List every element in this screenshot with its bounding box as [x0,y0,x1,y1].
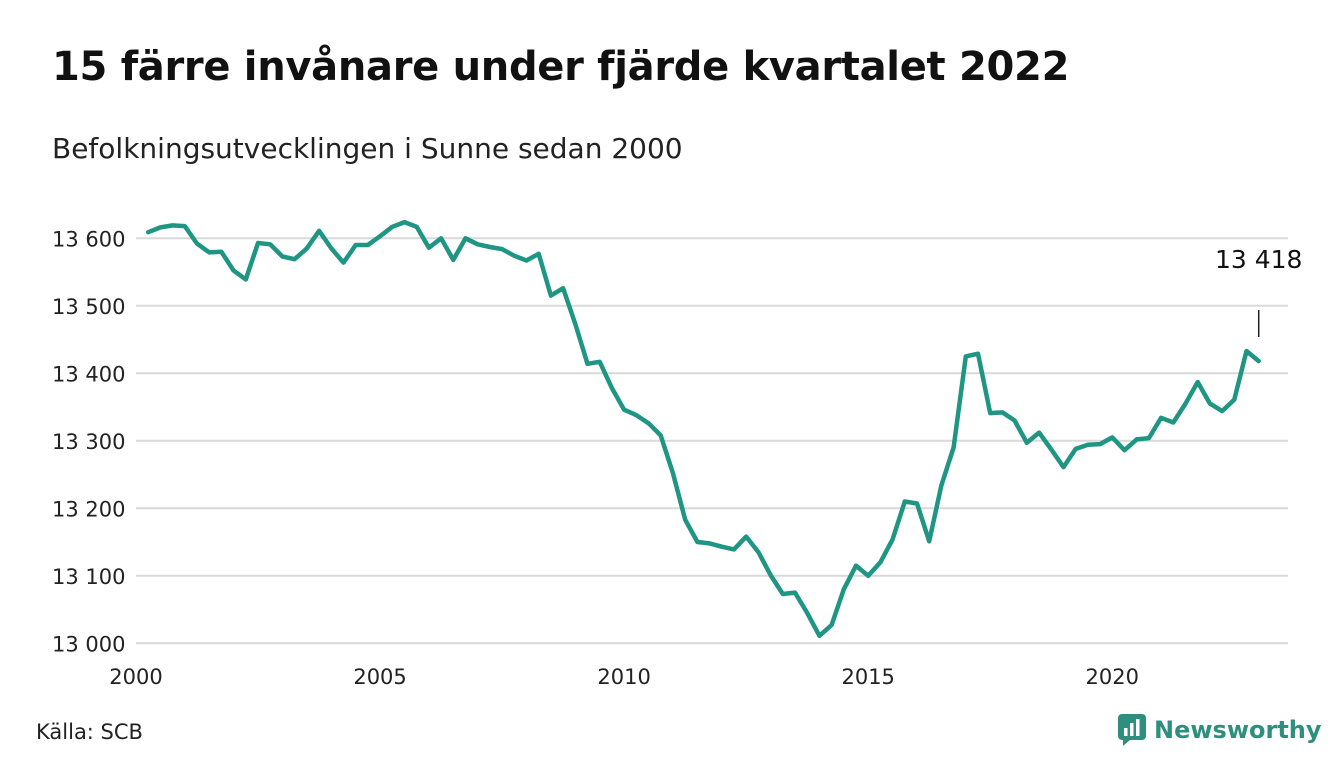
source-note: Källa: SCB [36,720,143,744]
x-tick-label: 2020 [1086,665,1139,689]
grid-lines [136,237,1288,645]
brand-name: Newsworthy [1154,716,1322,744]
x-tick-label: 2000 [109,665,162,689]
y-axis-ticks: 13 000 13 100 13 200 13 300 13 400 13 500 13 6… [52,227,125,656]
x-tick-label: 2015 [841,665,894,689]
y-tick-label: 13 200 [52,497,125,521]
end-value-annotation: 13 418 [1215,245,1302,337]
x-axis-ticks: 2000 2005 2010 2015 2020 [109,665,1139,689]
series-layer [145,219,1261,639]
y-tick-label: 13 600 [52,227,125,251]
y-tick-label: 13 400 [52,362,125,386]
y-tick-label: 13 300 [52,430,125,454]
series-line [145,219,1261,639]
chart-title: 15 färre invånare under fjärde kvartalet… [52,44,1070,90]
brand-logo: Newsworthy [1118,714,1322,746]
y-tick-label: 13 000 [52,632,125,656]
x-tick-label: 2005 [353,665,406,689]
y-tick-label: 13 100 [52,565,125,589]
y-tick-label: 13 500 [52,295,125,319]
newsworthy-logo-icon [1118,714,1146,746]
line-chart: 13 000 13 100 13 200 13 300 13 400 13 500 13 6… [52,219,1302,689]
annotation-label: 13 418 [1215,245,1302,274]
chart-subtitle: Befolkningsutvecklingen i Sunne sedan 20… [52,132,683,165]
x-tick-label: 2010 [597,665,650,689]
